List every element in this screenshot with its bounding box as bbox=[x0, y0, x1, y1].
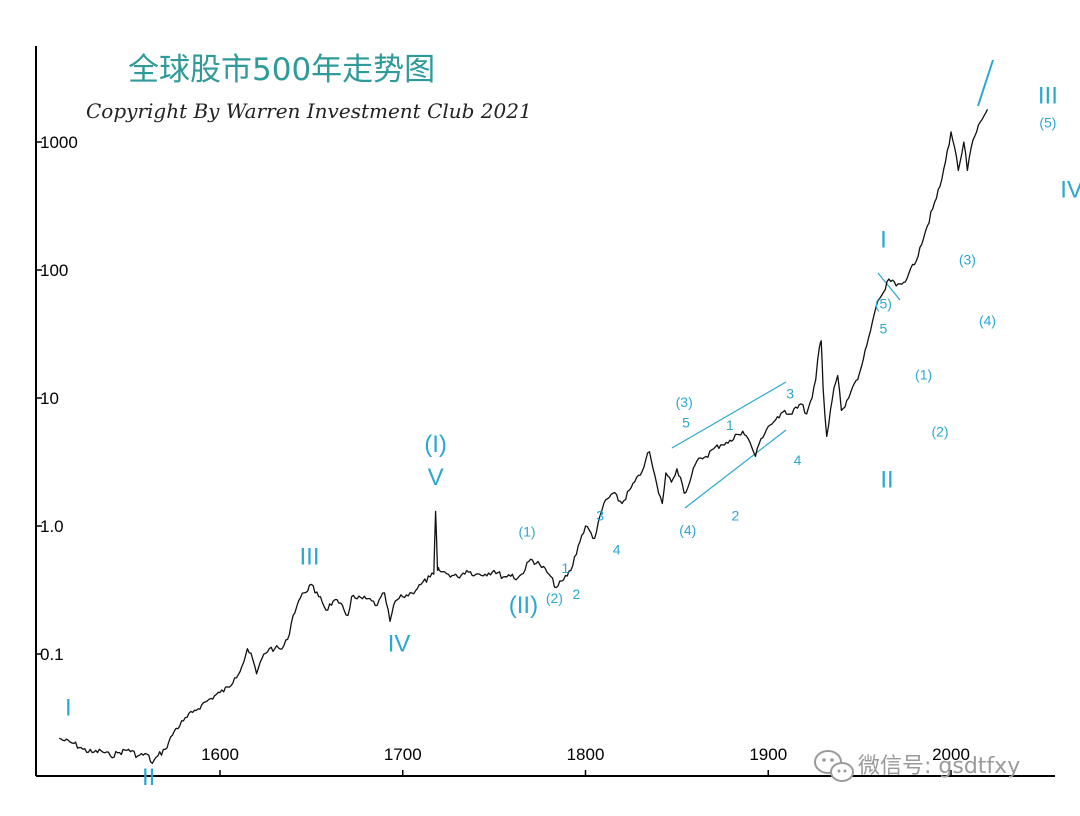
wave-label: III bbox=[299, 544, 319, 571]
wave-label: (4) bbox=[679, 522, 696, 538]
y-tick-label: 10 bbox=[40, 389, 59, 408]
wave-label: I bbox=[880, 227, 887, 254]
wechat-icon bbox=[814, 750, 854, 782]
watermark: 微信号: gsdtfxy bbox=[814, 750, 1020, 782]
wave-label: (5) bbox=[1039, 114, 1056, 130]
wave-label: (2) bbox=[931, 424, 948, 440]
wave-label: (1) bbox=[518, 523, 535, 539]
wave-label: 2 bbox=[573, 586, 581, 602]
wave-label: (I) bbox=[424, 431, 447, 458]
wave-label: (2) bbox=[546, 590, 563, 606]
wave-label: 1 bbox=[562, 560, 570, 576]
x-tick-label: 1600 bbox=[201, 745, 239, 764]
wave-label: (3) bbox=[959, 252, 976, 268]
chart-subtitle: Copyright By Warren Investment Club 2021 bbox=[86, 99, 532, 123]
wave-label: 3 bbox=[596, 508, 604, 524]
annotation-group: IIIIIIIV(I)V(II)(1)(2)1234(3)5(4)1234I(5… bbox=[65, 83, 1080, 791]
wave-label: 5 bbox=[880, 320, 888, 336]
wave-label: 4 bbox=[794, 452, 802, 468]
wave-label: 1 bbox=[726, 417, 734, 433]
wave-label: V bbox=[428, 464, 444, 491]
wave4-line bbox=[877, 272, 901, 301]
y-tick-label: 1000 bbox=[40, 133, 78, 152]
x-tick-group: 1600 1700 1800 1900 2000 bbox=[201, 745, 970, 776]
channel-lower-line bbox=[684, 429, 787, 509]
wave-label: 2 bbox=[732, 508, 740, 524]
y-tick-label: 100 bbox=[40, 261, 68, 280]
wave-label: I bbox=[65, 695, 72, 722]
watermark-text: 微信号: gsdtfxy bbox=[858, 754, 1020, 779]
wave-label: (II) bbox=[509, 592, 538, 619]
x-tick-label: 2000 bbox=[932, 745, 970, 764]
y-tick-group: 0.1 1.0 10 100 1000 bbox=[36, 133, 78, 664]
wave-label: II bbox=[880, 467, 893, 494]
y-tick-label: 1.0 bbox=[40, 517, 64, 536]
wave-label: IV bbox=[388, 630, 411, 657]
wave-label: III bbox=[1038, 83, 1058, 110]
x-tick-label: 1900 bbox=[749, 745, 787, 764]
series-line bbox=[58, 109, 989, 764]
wave-label: (3) bbox=[676, 394, 693, 410]
channel-upper-line bbox=[671, 381, 787, 449]
wave-label: (4) bbox=[979, 312, 996, 328]
x-tick-label: 1700 bbox=[384, 745, 422, 764]
y-tick-label: 0.1 bbox=[40, 645, 64, 664]
wave-label: II bbox=[142, 764, 155, 791]
x-tick-label: 1800 bbox=[567, 745, 605, 764]
wave-label: (1) bbox=[915, 366, 932, 382]
wave-label: 5 bbox=[682, 414, 690, 430]
wave-label: IV bbox=[1060, 176, 1080, 203]
wave-label: 3 bbox=[786, 386, 794, 402]
wave5-line bbox=[977, 59, 994, 107]
wave-channels bbox=[671, 59, 994, 509]
wave-label: (5) bbox=[875, 296, 892, 312]
wave-label: 4 bbox=[613, 541, 621, 557]
chart-title: 全球股市500年走势图 bbox=[128, 52, 435, 88]
